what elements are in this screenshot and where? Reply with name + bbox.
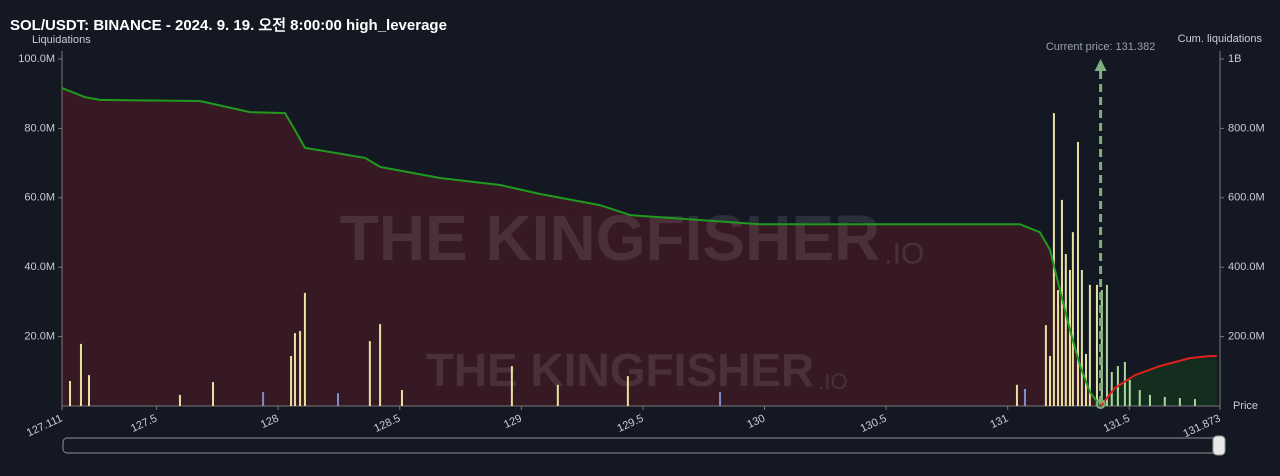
bar bbox=[1193, 399, 1196, 406]
y2-tick-label: 200.0M bbox=[1228, 331, 1265, 343]
bar bbox=[303, 292, 306, 406]
bar bbox=[1044, 325, 1047, 406]
cumulative-line bbox=[61, 87, 1101, 406]
bar bbox=[178, 394, 181, 406]
bar bbox=[1138, 390, 1141, 406]
bar bbox=[69, 381, 72, 406]
bar bbox=[1110, 371, 1113, 406]
bar bbox=[337, 393, 340, 406]
y2-tick-label: 800.0M bbox=[1228, 122, 1265, 134]
watermark-suffix: .IO bbox=[818, 369, 847, 394]
cumulative-line bbox=[1099, 355, 1217, 407]
y2-tick-label: 1B bbox=[1228, 53, 1241, 65]
bar bbox=[1068, 269, 1071, 406]
bar bbox=[1064, 254, 1067, 406]
y2-tick-label: 400.0M bbox=[1228, 261, 1265, 273]
bar bbox=[1060, 199, 1063, 406]
y2-axis-label: Cum. liquidations bbox=[1178, 33, 1263, 45]
current-price-arrow bbox=[1094, 59, 1107, 71]
bar bbox=[290, 356, 293, 406]
bar bbox=[1095, 284, 1098, 406]
y-tick-label: 80.0M bbox=[24, 122, 55, 134]
y-tick-label: 100.0M bbox=[18, 53, 55, 65]
bar bbox=[79, 343, 82, 406]
bar bbox=[400, 390, 403, 406]
bar bbox=[1105, 284, 1108, 406]
bar bbox=[719, 392, 722, 406]
y-tick-label: 20.0M bbox=[24, 331, 55, 343]
y2-tick-label: 600.0M bbox=[1228, 192, 1265, 204]
bar bbox=[1163, 396, 1166, 406]
bar bbox=[1088, 284, 1091, 406]
y-tick-label: 40.0M bbox=[24, 261, 55, 273]
watermark: THE KINGFISHER bbox=[426, 344, 814, 396]
bar bbox=[1178, 398, 1181, 406]
y-axis-label: Liquidations bbox=[32, 34, 91, 46]
bar bbox=[293, 333, 296, 406]
bar bbox=[626, 376, 629, 406]
chart-title: SOL/USDT: BINANCE - 2024. 9. 19. 오전 8:00… bbox=[10, 17, 447, 34]
bar bbox=[1076, 141, 1079, 407]
bar bbox=[299, 331, 302, 406]
bar bbox=[1052, 113, 1055, 406]
bar bbox=[1071, 232, 1074, 406]
bar bbox=[379, 324, 382, 406]
bar bbox=[1049, 356, 1052, 406]
bar bbox=[1023, 388, 1026, 406]
current-price-dot bbox=[1095, 399, 1106, 409]
bar bbox=[212, 382, 215, 406]
watermark-suffix: .IO bbox=[884, 238, 924, 271]
bar bbox=[1123, 361, 1126, 406]
cumulative-area bbox=[62, 88, 1100, 406]
bar bbox=[368, 341, 371, 406]
bar bbox=[510, 366, 513, 406]
bar bbox=[1057, 290, 1060, 406]
bar bbox=[1148, 394, 1151, 406]
y-tick-label: 60.0M bbox=[24, 192, 55, 204]
bar bbox=[1128, 379, 1131, 406]
bar bbox=[262, 392, 265, 406]
annotation: Current price: 131.382 bbox=[1046, 41, 1155, 53]
watermark: THE KINGFISHER bbox=[340, 202, 880, 274]
x-axis-label: Price bbox=[1233, 400, 1258, 412]
scroll-handle[interactable] bbox=[1212, 435, 1226, 456]
bar bbox=[1080, 269, 1083, 406]
bar bbox=[556, 384, 559, 406]
bar bbox=[1015, 384, 1018, 406]
bar bbox=[87, 375, 90, 406]
